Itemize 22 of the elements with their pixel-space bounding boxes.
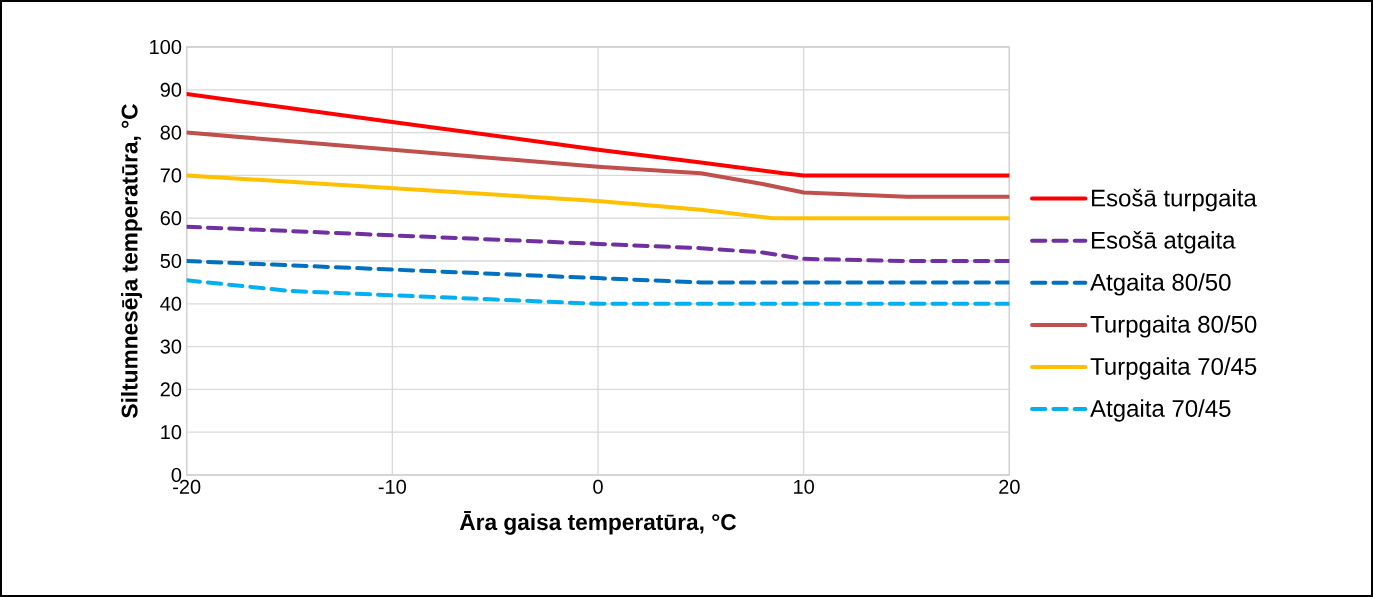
y-tick-label: 20 [160, 382, 182, 397]
legend-label: Esošā turpgaita [1092, 188, 1257, 212]
x-tick-label: 20 [999, 479, 1020, 494]
x-tick-label: 10 [794, 479, 814, 494]
y-tick-label: 40 [160, 296, 182, 311]
y-tick-label: 90 [160, 82, 182, 97]
y-tick-label: 80 [160, 125, 182, 140]
legend-label: Atgaita 70/45 [1090, 399, 1231, 422]
legend-label: Esošā atgaita [1092, 231, 1236, 254]
y-tick-label: 60 [160, 211, 182, 226]
y-tick-label: 70 [160, 168, 182, 183]
y-tick-label: 10 [161, 425, 182, 440]
legend-label: Turpgaita 80/50 [1090, 315, 1257, 338]
x-tick-label: -10 [378, 479, 406, 494]
legend-label: Atgaita 80/50 [1090, 273, 1231, 296]
x-axis-title: Āra gaisa temperatūra, °C [459, 511, 737, 535]
x-tick-label: 0 [593, 479, 603, 494]
y-tick-label: 100 [150, 39, 182, 55]
legend-label: Turpgaita 70/45 [1090, 357, 1257, 380]
y-tick-label: 30 [160, 339, 182, 354]
y-tick-label: 50 [160, 253, 182, 269]
y-axis-title: Siltumnesēja temperatūra, °C [120, 104, 143, 418]
